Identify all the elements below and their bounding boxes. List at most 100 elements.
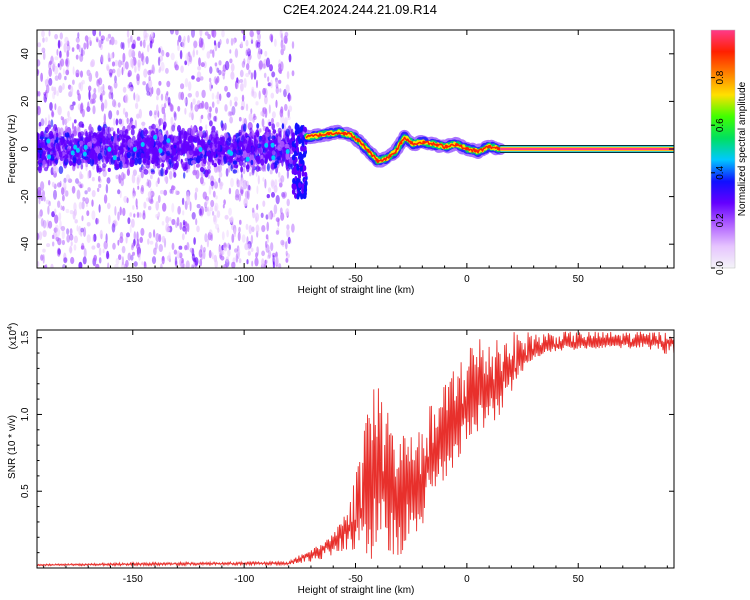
noise-cell: [267, 212, 272, 220]
band-cell: [113, 150, 118, 156]
noise-cell: [138, 50, 142, 59]
noise-cell: [118, 59, 122, 68]
noise-cell: [122, 107, 126, 115]
noise-cell: [157, 56, 161, 66]
noise-cell: [118, 118, 123, 125]
noise-cell: [241, 234, 246, 243]
noise-cell: [42, 248, 46, 253]
noise-cell: [56, 49, 59, 56]
noise-cell: [108, 110, 113, 120]
noise-cell: [209, 120, 213, 127]
noise-cell: [93, 87, 97, 94]
noise-cell: [62, 68, 65, 75]
noise-cell: [229, 99, 232, 107]
noise-cell: [278, 79, 282, 84]
transition-cell: [292, 159, 296, 166]
band-cell: [285, 151, 290, 161]
band-cell: [230, 164, 233, 172]
noise-cell: [279, 88, 282, 93]
y-tick-label: -20: [20, 189, 31, 204]
noise-cell: [234, 101, 238, 107]
noise-cell: [195, 187, 199, 193]
band-cell: [88, 123, 92, 132]
noise-cell: [61, 187, 65, 196]
noise-cell: [100, 102, 105, 112]
noise-cell: [100, 54, 104, 64]
band-cell: [126, 151, 131, 159]
noise-cell: [242, 179, 248, 190]
band-cell: [217, 146, 221, 155]
noise-cell: [118, 254, 122, 261]
noise-cell: [61, 239, 65, 246]
band-cell: [126, 159, 130, 166]
band-hotspot: [112, 155, 117, 161]
noise-cell: [197, 66, 202, 71]
band-cell: [137, 157, 142, 165]
noise-cell: [106, 250, 110, 260]
noise-cell: [202, 246, 206, 253]
band-cell: [91, 153, 95, 160]
noise-cell: [48, 200, 51, 207]
noise-cell: [174, 64, 179, 71]
noise-cell: [199, 258, 203, 267]
noise-cell: [41, 30, 45, 38]
band-cell: [198, 126, 203, 131]
noise-cell: [241, 60, 246, 68]
noise-cell: [284, 37, 288, 45]
band-cell: [279, 155, 283, 164]
band-cell: [242, 123, 247, 132]
noise-cell: [242, 167, 246, 175]
noise-cell: [107, 85, 111, 90]
noise-cell: [228, 207, 233, 216]
noise-cell: [125, 236, 128, 244]
noise-cell: [80, 47, 84, 57]
noise-cell: [191, 75, 195, 80]
band-cell: [108, 153, 112, 159]
noise-cell: [161, 49, 165, 57]
noise-cell: [165, 52, 170, 58]
noise-cell: [69, 104, 72, 110]
band-cell: [190, 128, 196, 137]
noise-cell: [262, 200, 266, 207]
noise-cell: [196, 225, 200, 233]
noise-cell: [262, 107, 267, 115]
noise-cell: [102, 248, 105, 254]
noise-cell: [250, 72, 254, 80]
noise-cell: [229, 49, 232, 54]
noise-cell: [261, 250, 265, 257]
noise-cell: [236, 168, 239, 174]
noise-cell: [142, 210, 146, 216]
band-cell: [41, 141, 46, 149]
noise-cell: [175, 190, 180, 195]
noise-cell: [216, 210, 221, 218]
band-cell: [142, 127, 148, 137]
noise-cell: [249, 30, 254, 38]
noise-cell: [177, 205, 182, 215]
noise-cell: [288, 105, 293, 112]
band-cell: [232, 160, 238, 165]
noise-cell: [102, 90, 106, 96]
x-tick-label: 0: [464, 574, 470, 585]
noise-cell: [209, 206, 214, 212]
band-cell: [180, 140, 185, 149]
noise-cell: [188, 81, 192, 92]
noise-cell: [236, 177, 239, 185]
noise-cell: [211, 92, 215, 100]
noise-cell: [87, 187, 91, 192]
noise-cell: [133, 261, 138, 267]
noise-cell: [165, 216, 170, 224]
noise-cell: [126, 30, 130, 38]
noise-cell: [163, 102, 167, 109]
heatmap-y-label: Frequency (Hz): [7, 115, 18, 184]
noise-cell: [116, 109, 120, 116]
band-cell: [239, 159, 244, 167]
band-cell: [59, 151, 63, 158]
noise-cell: [228, 187, 232, 195]
band-cell: [288, 140, 292, 147]
band-cell: [40, 132, 45, 138]
noise-cell: [200, 114, 204, 120]
noise-cell: [122, 52, 126, 63]
noise-cell: [255, 101, 259, 106]
noise-cell: [63, 257, 68, 264]
noise-cell: [119, 206, 122, 216]
